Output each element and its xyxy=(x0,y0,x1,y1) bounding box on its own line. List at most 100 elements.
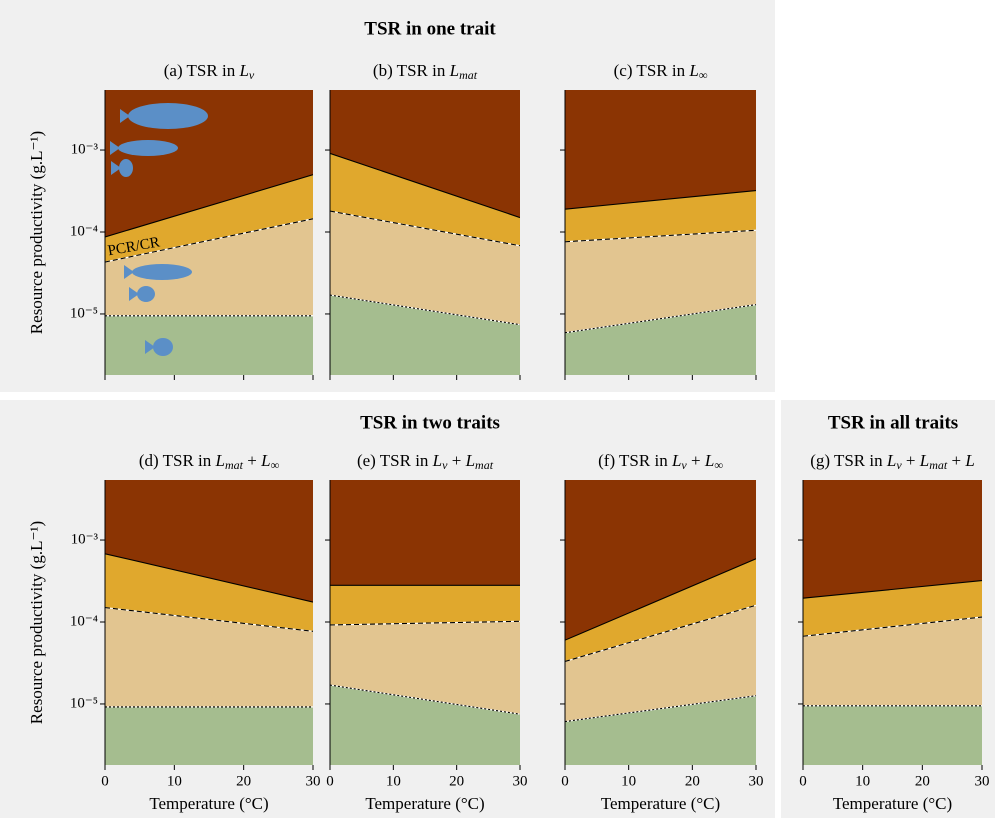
x-tick-label: 20 xyxy=(449,773,464,789)
boundary-line xyxy=(105,553,313,603)
title-part: L xyxy=(688,61,698,80)
title-part: L xyxy=(260,451,270,470)
fish-icon xyxy=(128,103,208,129)
title-part: v xyxy=(249,68,255,82)
panel-title: (g) TSR in Lv + Lmat + L xyxy=(810,451,975,472)
title-part: L xyxy=(215,451,225,470)
boundary-line xyxy=(803,616,982,637)
region xyxy=(330,685,520,765)
panel-title: (d) TSR in Lmat + L∞ xyxy=(139,451,280,472)
plot xyxy=(565,480,756,765)
plot xyxy=(330,90,520,375)
title-part: (e) TSR in xyxy=(357,451,433,470)
y-tick-label: 10⁻³ xyxy=(71,141,99,157)
title-part: (a) TSR in xyxy=(164,61,240,80)
boundary-line xyxy=(330,210,520,247)
x-tick-label: 20 xyxy=(236,773,251,789)
section-title: TSR in two traits xyxy=(360,412,500,433)
title-part: L xyxy=(886,451,896,470)
title-part: (b) TSR in xyxy=(373,61,450,80)
y-tick-label: 10⁻⁴ xyxy=(70,223,98,239)
fish-icon xyxy=(124,265,134,279)
region xyxy=(565,695,756,765)
fish-icon xyxy=(118,140,178,156)
x-tick-label: 0 xyxy=(799,773,807,789)
title-part: L xyxy=(465,451,475,470)
title-part: L xyxy=(238,61,248,80)
title-part: mat xyxy=(225,458,244,472)
boundary-line xyxy=(565,304,756,334)
x-tick-label: 0 xyxy=(101,773,109,789)
title-part: ∞ xyxy=(271,458,280,472)
title-part: + xyxy=(947,451,965,470)
fish-icon xyxy=(145,340,155,354)
y-axis-label: Resource productivity (g.L⁻¹) xyxy=(27,521,46,724)
region xyxy=(803,705,982,765)
title-part: + xyxy=(447,451,465,470)
boundary-line xyxy=(565,695,756,723)
boundary-line xyxy=(565,190,756,210)
x-tick-label: 0 xyxy=(561,773,569,789)
plot xyxy=(565,90,756,375)
region xyxy=(105,706,313,765)
x-tick-label: 20 xyxy=(915,773,930,789)
fish-icon xyxy=(153,338,173,356)
plot xyxy=(330,480,520,765)
title-part: L xyxy=(449,61,459,80)
fish-icon xyxy=(132,264,192,280)
x-tick-label: 10 xyxy=(621,773,636,789)
plot xyxy=(105,480,313,765)
region xyxy=(105,315,313,375)
title-part: L xyxy=(919,451,929,470)
title-part: (d) TSR in xyxy=(139,451,216,470)
title-part: mat xyxy=(929,458,948,472)
x-axis-label: Temperature (°C) xyxy=(601,794,720,813)
y-axis-label: Resource productivity (g.L⁻¹) xyxy=(27,131,46,334)
plot xyxy=(105,90,313,375)
title-part: L xyxy=(964,451,974,470)
title-part: (f) TSR in xyxy=(598,451,672,470)
panel-title: (f) TSR in Lv + L∞ xyxy=(598,451,723,472)
title-part: (g) TSR in xyxy=(810,451,887,470)
title-part: v xyxy=(681,458,687,472)
title-part: + xyxy=(687,451,705,470)
boundary-line xyxy=(105,218,313,263)
title-part: mat xyxy=(459,68,478,82)
title-part: v xyxy=(442,458,448,472)
x-tick-label: 10 xyxy=(855,773,870,789)
boundary-line xyxy=(330,152,520,219)
region xyxy=(565,304,756,375)
x-tick-label: 30 xyxy=(306,773,321,789)
x-axis-label: Temperature (°C) xyxy=(149,794,268,813)
boundary-line xyxy=(330,294,520,326)
fish-icon xyxy=(111,161,121,175)
boundary-line xyxy=(565,558,756,641)
title-part: v xyxy=(896,458,902,472)
y-tick-label: 10⁻⁴ xyxy=(70,613,98,629)
x-tick-label: 30 xyxy=(749,773,764,789)
fish-icon xyxy=(119,159,133,177)
fish-icon xyxy=(120,109,130,123)
y-tick-label: 10⁻⁵ xyxy=(70,305,98,321)
boundary-line xyxy=(565,604,756,662)
fish-icon xyxy=(129,287,139,301)
boundary-line xyxy=(105,607,313,632)
x-tick-label: 30 xyxy=(975,773,990,789)
x-tick-label: 10 xyxy=(167,773,182,789)
title-part: ∞ xyxy=(714,458,723,472)
panel-title: (a) TSR in Lv xyxy=(164,61,255,82)
x-tick-label: 10 xyxy=(386,773,401,789)
section-title: TSR in all traits xyxy=(828,412,958,433)
boundary-line xyxy=(330,684,520,715)
title-part: L xyxy=(671,451,681,470)
panel-title: (b) TSR in Lmat xyxy=(373,61,478,82)
title-part: (c) TSR in xyxy=(614,61,690,80)
fish-icon xyxy=(110,141,120,155)
x-axis-label: Temperature (°C) xyxy=(365,794,484,813)
x-tick-label: 20 xyxy=(685,773,700,789)
title-part: ∞ xyxy=(699,68,708,82)
boundary-underlay xyxy=(330,620,520,626)
y-tick-label: 10⁻³ xyxy=(71,531,99,547)
x-axis-label: Temperature (°C) xyxy=(833,794,952,813)
